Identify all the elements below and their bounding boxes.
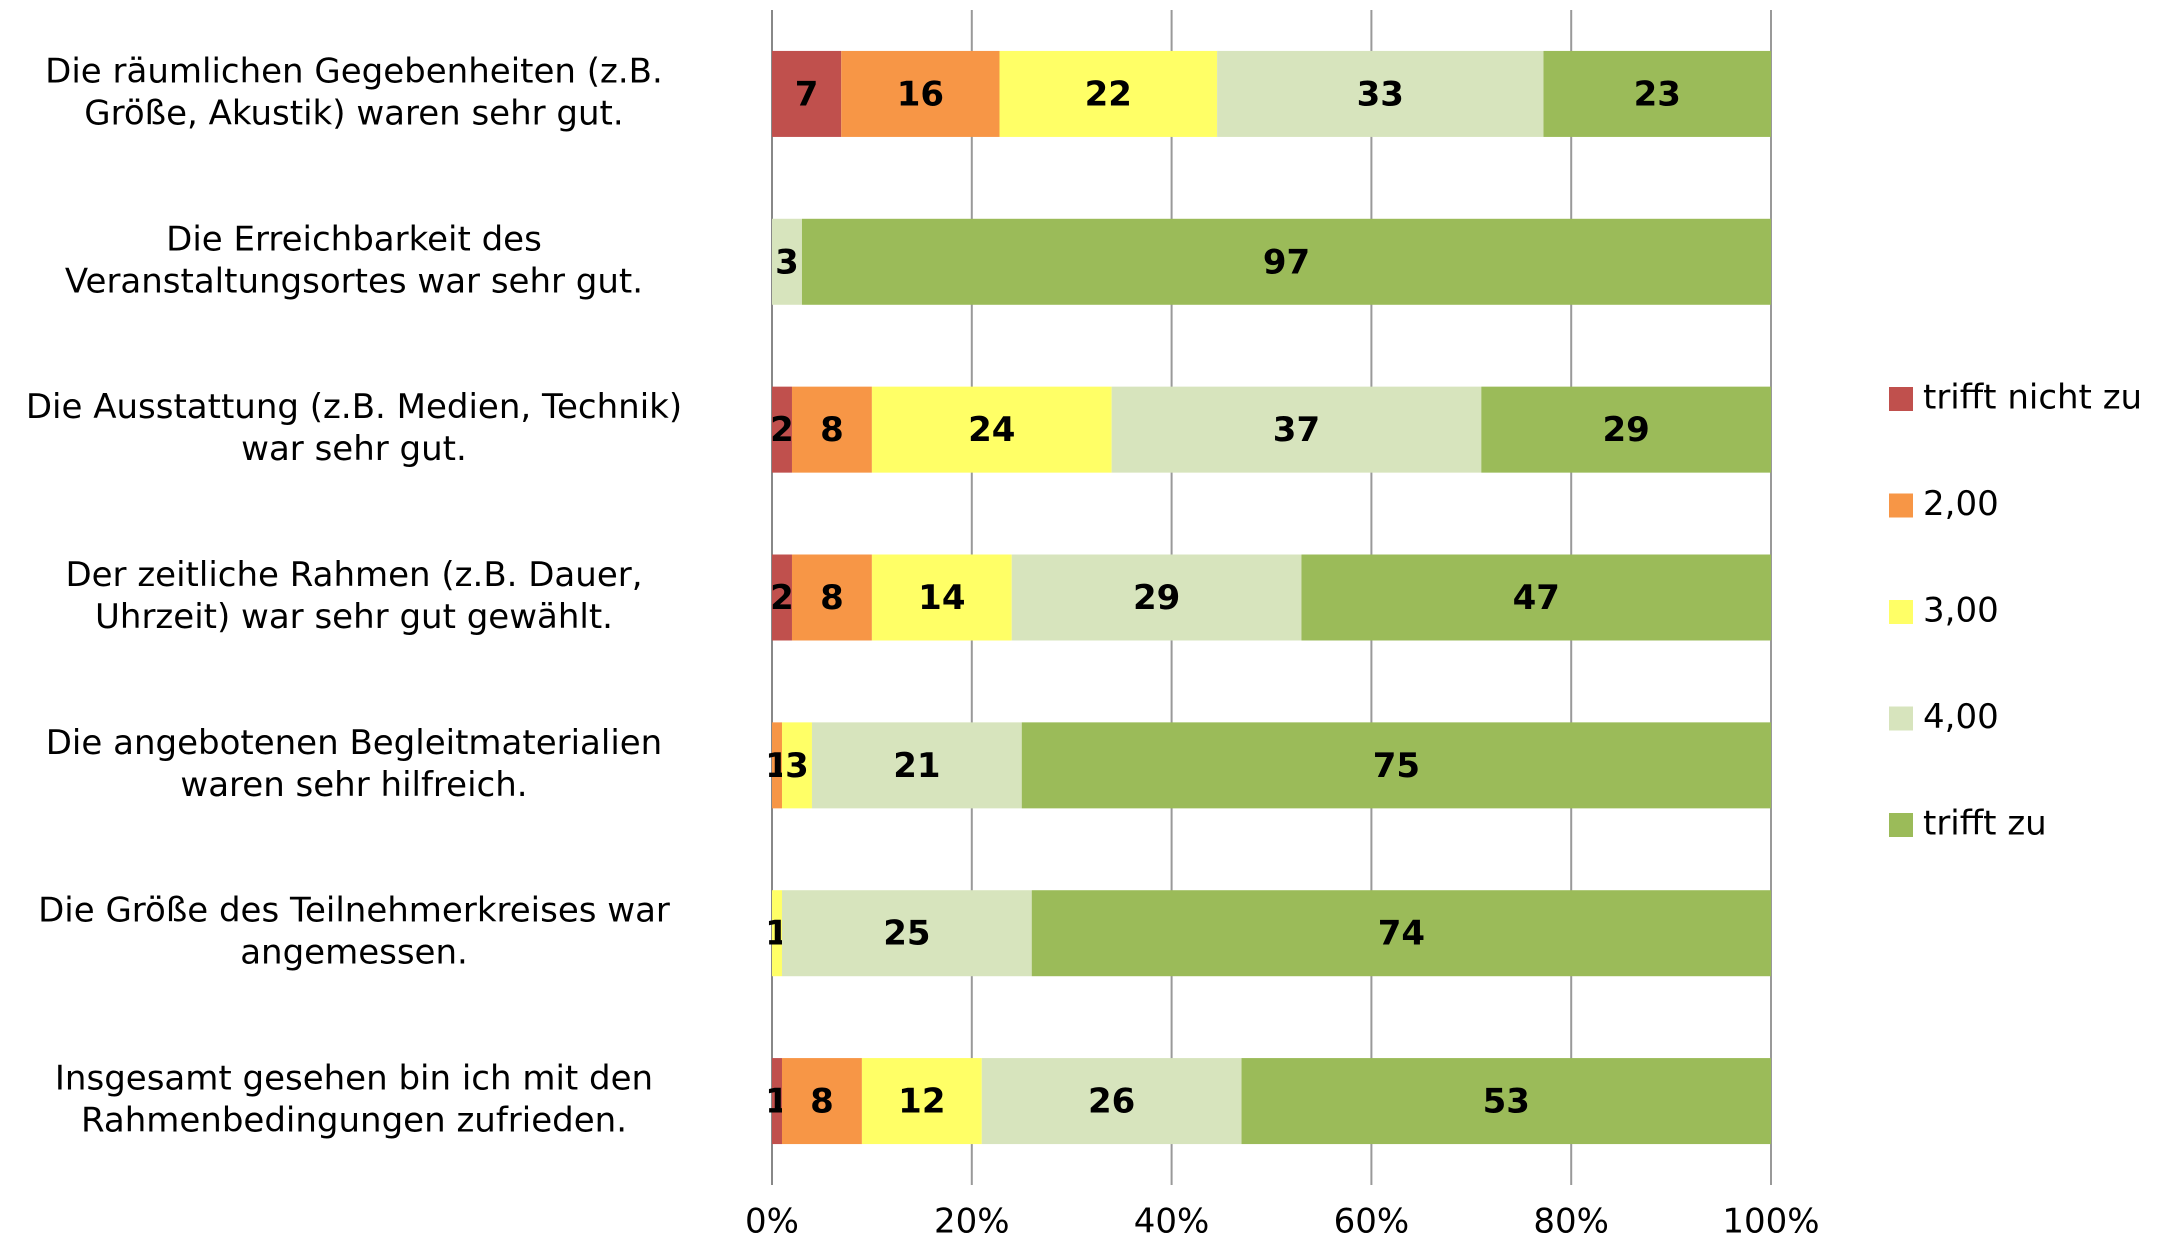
category-label: Die räumlichen Gegebenheiten (z.B.	[45, 51, 663, 91]
legend-label: 4,00	[1923, 697, 1999, 737]
category-label: Insgesamt gesehen bin ich mit den	[55, 1059, 653, 1099]
x-tick-label: 0%	[745, 1202, 799, 1236]
bar-segment	[1543, 50, 1771, 137]
bar-segment	[871, 554, 1012, 641]
bar-segment	[1021, 722, 1771, 809]
legend-swatch	[1889, 387, 1913, 411]
x-tick-label: 40%	[1134, 1202, 1210, 1236]
data-label: 75	[1373, 746, 1420, 786]
category-label: Veranstaltungsortes war sehr gut.	[65, 261, 643, 301]
legend-swatch	[1889, 706, 1913, 731]
bar-segment	[861, 1058, 982, 1145]
data-label: 8	[810, 1082, 834, 1122]
legend-swatch	[1889, 600, 1913, 624]
data-label: 33	[1357, 74, 1404, 114]
bar-segment	[772, 386, 792, 473]
bar-segment	[841, 50, 1000, 137]
data-label: 23	[1634, 74, 1681, 114]
category-label: Der zeitliche Rahmen (z.B. Dauer,	[65, 555, 642, 595]
bar-segment	[772, 554, 792, 641]
legend-label: trifft nicht zu	[1923, 378, 2142, 418]
category-label: Größe, Akustik) waren sehr gut.	[84, 93, 623, 133]
x-tick-label: 100%	[1722, 1202, 1819, 1236]
data-label: 25	[883, 914, 930, 954]
legend-swatch	[1889, 493, 1913, 518]
data-label: 7	[795, 74, 819, 114]
bar-segment	[1031, 890, 1771, 977]
bar-segment	[1111, 386, 1482, 473]
category-label: Rahmenbedingungen zufrieden.	[81, 1101, 627, 1141]
data-label: 74	[1378, 914, 1425, 954]
bar-segment	[811, 722, 1022, 809]
bar-segment	[781, 890, 1032, 977]
category-label: Die angebotenen Begleitmaterialien	[46, 723, 662, 763]
category-label: waren sehr hilfreich.	[180, 765, 527, 805]
data-label: 29	[1602, 410, 1649, 450]
bar-segment	[772, 890, 782, 977]
bar-segment	[772, 1058, 782, 1145]
category-label: war sehr gut.	[241, 429, 467, 469]
legend-swatch	[1889, 813, 1913, 837]
data-label: 12	[898, 1082, 945, 1122]
category-label: Die Größe des Teilnehmerkreises war	[38, 891, 670, 931]
data-label: 16	[897, 74, 944, 114]
x-tick-label: 20%	[934, 1202, 1010, 1236]
data-label: 47	[1513, 578, 1560, 618]
bar-segment	[791, 554, 872, 641]
data-label: 21	[893, 746, 940, 786]
data-label: 3	[785, 746, 809, 786]
bar-segment	[1217, 50, 1544, 137]
bar-segment	[1241, 1058, 1771, 1145]
bar-segment	[1011, 554, 1302, 641]
bar-segment	[871, 386, 1112, 473]
data-label: 53	[1483, 1082, 1530, 1122]
bar-segment	[772, 218, 802, 305]
data-label: 8	[820, 578, 844, 618]
data-label: 2	[770, 410, 794, 450]
data-label: 97	[1263, 242, 1310, 282]
bar-segment	[1481, 386, 1771, 473]
data-label: 26	[1088, 1082, 1135, 1122]
data-label: 22	[1085, 74, 1132, 114]
legend-label: 2,00	[1923, 484, 1999, 524]
bar-segment	[781, 722, 812, 809]
bar-segment	[801, 218, 1771, 305]
category-label: Die Erreichbarkeit des	[166, 219, 542, 259]
category-label: Uhrzeit) war sehr gut gewählt.	[95, 597, 613, 637]
bar-segment	[791, 386, 872, 473]
bar-segment	[1301, 554, 1771, 641]
data-label: 29	[1133, 578, 1180, 618]
bar-segment	[999, 50, 1218, 137]
data-label: 37	[1273, 410, 1320, 450]
legend-label: trifft zu	[1923, 804, 2047, 844]
data-label: 14	[918, 578, 965, 618]
data-label: 2	[770, 578, 794, 618]
data-label: 8	[820, 410, 844, 450]
bar-segment	[781, 1058, 862, 1145]
category-label: angemessen.	[240, 933, 468, 973]
legend-label: 3,00	[1923, 591, 1999, 631]
x-tick-label: 60%	[1334, 1202, 1410, 1236]
bar-segment	[772, 722, 782, 809]
category-label: Die Ausstattung (z.B. Medien, Technik)	[26, 387, 682, 427]
bar-segment	[772, 50, 842, 137]
x-tick-label: 80%	[1533, 1202, 1609, 1236]
bar-segment	[981, 1058, 1242, 1145]
data-label: 3	[775, 242, 799, 282]
data-label: 24	[968, 410, 1015, 450]
